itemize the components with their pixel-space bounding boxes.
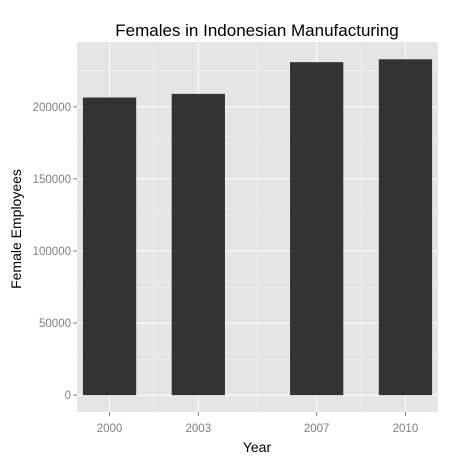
y-axis-title: Female Employees (8, 169, 24, 289)
bar-2007 (290, 62, 344, 396)
x-tick-label: 2010 (393, 423, 419, 435)
y-tick-label: 0 (65, 390, 71, 402)
bar-2010 (378, 59, 433, 396)
y-tick-label: 200000 (33, 102, 71, 114)
y-axis-ticks: 0 50000 100000 150000 200000 (33, 102, 77, 402)
y-tick-label: 50000 (39, 318, 71, 330)
x-axis-ticks: 2000 2003 2007 2010 (97, 412, 418, 435)
bars (82, 59, 433, 396)
x-tick-label: 2003 (186, 423, 212, 435)
x-tick-label: 2000 (97, 423, 123, 435)
bar-2000 (82, 97, 137, 396)
bar-2003 (171, 93, 225, 396)
y-tick-label: 150000 (33, 174, 71, 186)
y-tick-label: 100000 (33, 246, 71, 258)
x-tick-label: 2007 (304, 423, 330, 435)
chart-title: Females in Indonesian Manufacturing (115, 21, 399, 40)
x-axis-title: Year (243, 439, 272, 455)
